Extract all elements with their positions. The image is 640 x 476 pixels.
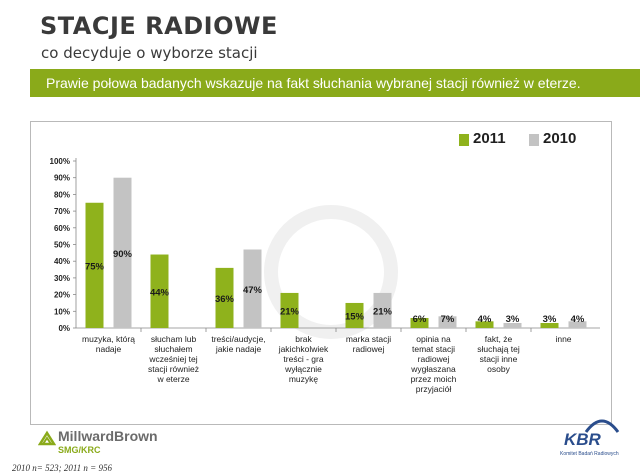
- bar-2010-5: [438, 316, 457, 328]
- bar-2011-5: [410, 317, 429, 328]
- y-tick-label: 90%: [54, 174, 70, 183]
- data-label-2011-0: 75%: [85, 261, 105, 272]
- category-label-line: marka stacji: [346, 334, 391, 344]
- bar-2011-3: [280, 292, 299, 328]
- legend-swatch-2011: [459, 134, 469, 146]
- millwardbrown-sub: SMG/KRC: [58, 445, 101, 455]
- category-label-line: temat stacji: [412, 344, 455, 354]
- bar-2011-4: [345, 302, 364, 328]
- data-label-2010-7: 4%: [571, 314, 585, 325]
- category-label-0: muzyka, którą nadaje: [82, 334, 135, 354]
- category-label-7: inne: [555, 334, 571, 344]
- data-label-2010-0: 90%: [113, 249, 133, 260]
- sample-note: 2010 n= 523; 2011 n = 956: [12, 463, 112, 473]
- category-label-line: muzykę: [289, 374, 319, 384]
- category-label-line: wygłaszana: [410, 364, 456, 374]
- bar-2011-1: [150, 254, 169, 328]
- category-label-line: wyłącznie: [284, 364, 322, 374]
- category-label-6: fakt, że słuchają tej stacji inne osoby: [477, 334, 520, 374]
- category-label-line: treści/audycje,: [211, 334, 265, 344]
- bar-2011-2: [215, 267, 234, 328]
- data-label-2011-3: 21%: [280, 306, 300, 317]
- y-tick-label: 10%: [54, 307, 70, 316]
- watermark-ring: [264, 205, 398, 339]
- data-label-2010-5: 7%: [441, 314, 455, 325]
- y-tick-label: 0%: [58, 324, 70, 333]
- category-label-line: radiowej: [353, 344, 385, 354]
- category-label-line: opinia na: [416, 334, 451, 344]
- kbr-sub: Komitet Badań Radiowych: [560, 451, 619, 457]
- kbr-logo: KBR Komitet Badań Radiowych: [560, 414, 634, 462]
- y-tick-label: 100%: [50, 157, 70, 166]
- data-label-2011-2: 36%: [215, 294, 235, 305]
- category-label-line: nadaje: [96, 344, 122, 354]
- bar-2011-0: [85, 202, 104, 328]
- bar-2011-6: [475, 321, 494, 328]
- category-label-line: przez moich: [411, 374, 457, 384]
- category-label-line: muzyka, którą: [82, 334, 135, 344]
- data-label-2010-2: 47%: [243, 285, 263, 296]
- category-label-line: jakie nadaje: [215, 344, 262, 354]
- millwardbrown-icon: [38, 430, 56, 446]
- bar-2010-0: [113, 177, 132, 328]
- category-label-line: słucham lub: [151, 334, 197, 344]
- category-label-line: przyjaciół: [416, 384, 452, 394]
- legend-label-2010: 2010: [543, 130, 577, 147]
- legend-label-2011: 2011: [473, 130, 506, 147]
- kbr-arc-icon: [584, 419, 620, 433]
- category-label-3: brak jakichkolwiek treści - gra wyłącznie mu…: [278, 334, 329, 384]
- y-tick-label: 70%: [54, 207, 70, 216]
- category-label-line: jakichkolwiek: [278, 344, 329, 354]
- data-label-2011-5: 6%: [413, 314, 427, 325]
- category-label-5: opinia na temat stacji radiowej wygłaszana p…: [410, 334, 456, 394]
- data-label-2010-4: 21%: [373, 306, 393, 317]
- category-label-4: marka stacji radiowej: [346, 334, 391, 354]
- page-subtitle: co decyduje o wyborze stacji: [41, 44, 258, 62]
- y-tick-label: 50%: [54, 241, 70, 250]
- bar-2010-7: [568, 321, 587, 328]
- data-label-2011-4: 15%: [345, 311, 365, 322]
- category-label-2: treści/audycje, jakie nadaje: [211, 334, 265, 354]
- bar-2010-4: [373, 292, 392, 328]
- bar-chart: 0% 10% 20% 30% 40% 50% 60% 70% 80% 90% 100% 75% 90% m…: [50, 157, 600, 394]
- category-label-line: stacji inne: [480, 354, 518, 364]
- legend-swatch-2010: [529, 134, 539, 146]
- bar-2011-7: [540, 322, 559, 328]
- millwardbrown-logo: MillwardBrown SMG/KRC: [38, 427, 158, 461]
- category-label-1: słucham lub słuchałem wcześniej tej stacji …: [148, 334, 199, 384]
- category-label-line: brak: [295, 334, 312, 344]
- data-label-2011-7: 3%: [543, 314, 557, 325]
- category-label-line: wcześniej tej: [148, 354, 197, 364]
- category-label-line: treści - gra: [283, 354, 323, 364]
- y-tick-label: 20%: [54, 291, 70, 300]
- page-title: STACJE RADIOWE: [40, 12, 278, 40]
- y-tick-label: 80%: [54, 190, 70, 199]
- y-tick-label: 30%: [54, 274, 70, 283]
- highlight-banner: Prawie połowa badanych wskazuje na fakt …: [30, 69, 640, 97]
- banner-text: Prawie połowa badanych wskazuje na fakt …: [46, 75, 581, 91]
- bar-2010-2: [243, 249, 262, 328]
- category-label-line: radiowej: [418, 354, 450, 364]
- kbr-name: KBR: [564, 430, 601, 449]
- category-label-line: fakt, że: [485, 334, 513, 344]
- category-label-line: inne: [555, 334, 571, 344]
- y-tick-label: 40%: [54, 257, 70, 266]
- bar-2010-6: [503, 322, 522, 328]
- category-label-line: słuchałem: [154, 344, 192, 354]
- category-label-line: w eterze: [156, 374, 189, 384]
- data-label-2010-6: 3%: [506, 314, 520, 325]
- millwardbrown-name: MillwardBrown: [58, 428, 158, 444]
- category-label-line: stacji również: [148, 364, 199, 374]
- category-label-line: słuchają tej: [477, 344, 520, 354]
- category-label-line: osoby: [487, 364, 510, 374]
- y-tick-label: 60%: [54, 224, 70, 233]
- data-label-2011-6: 4%: [478, 314, 492, 325]
- chart-frame: 0% 10% 20% 30% 40% 50% 60% 70% 80% 90% 100% 75% 90% m…: [30, 121, 612, 425]
- data-label-2011-1: 44%: [150, 287, 170, 298]
